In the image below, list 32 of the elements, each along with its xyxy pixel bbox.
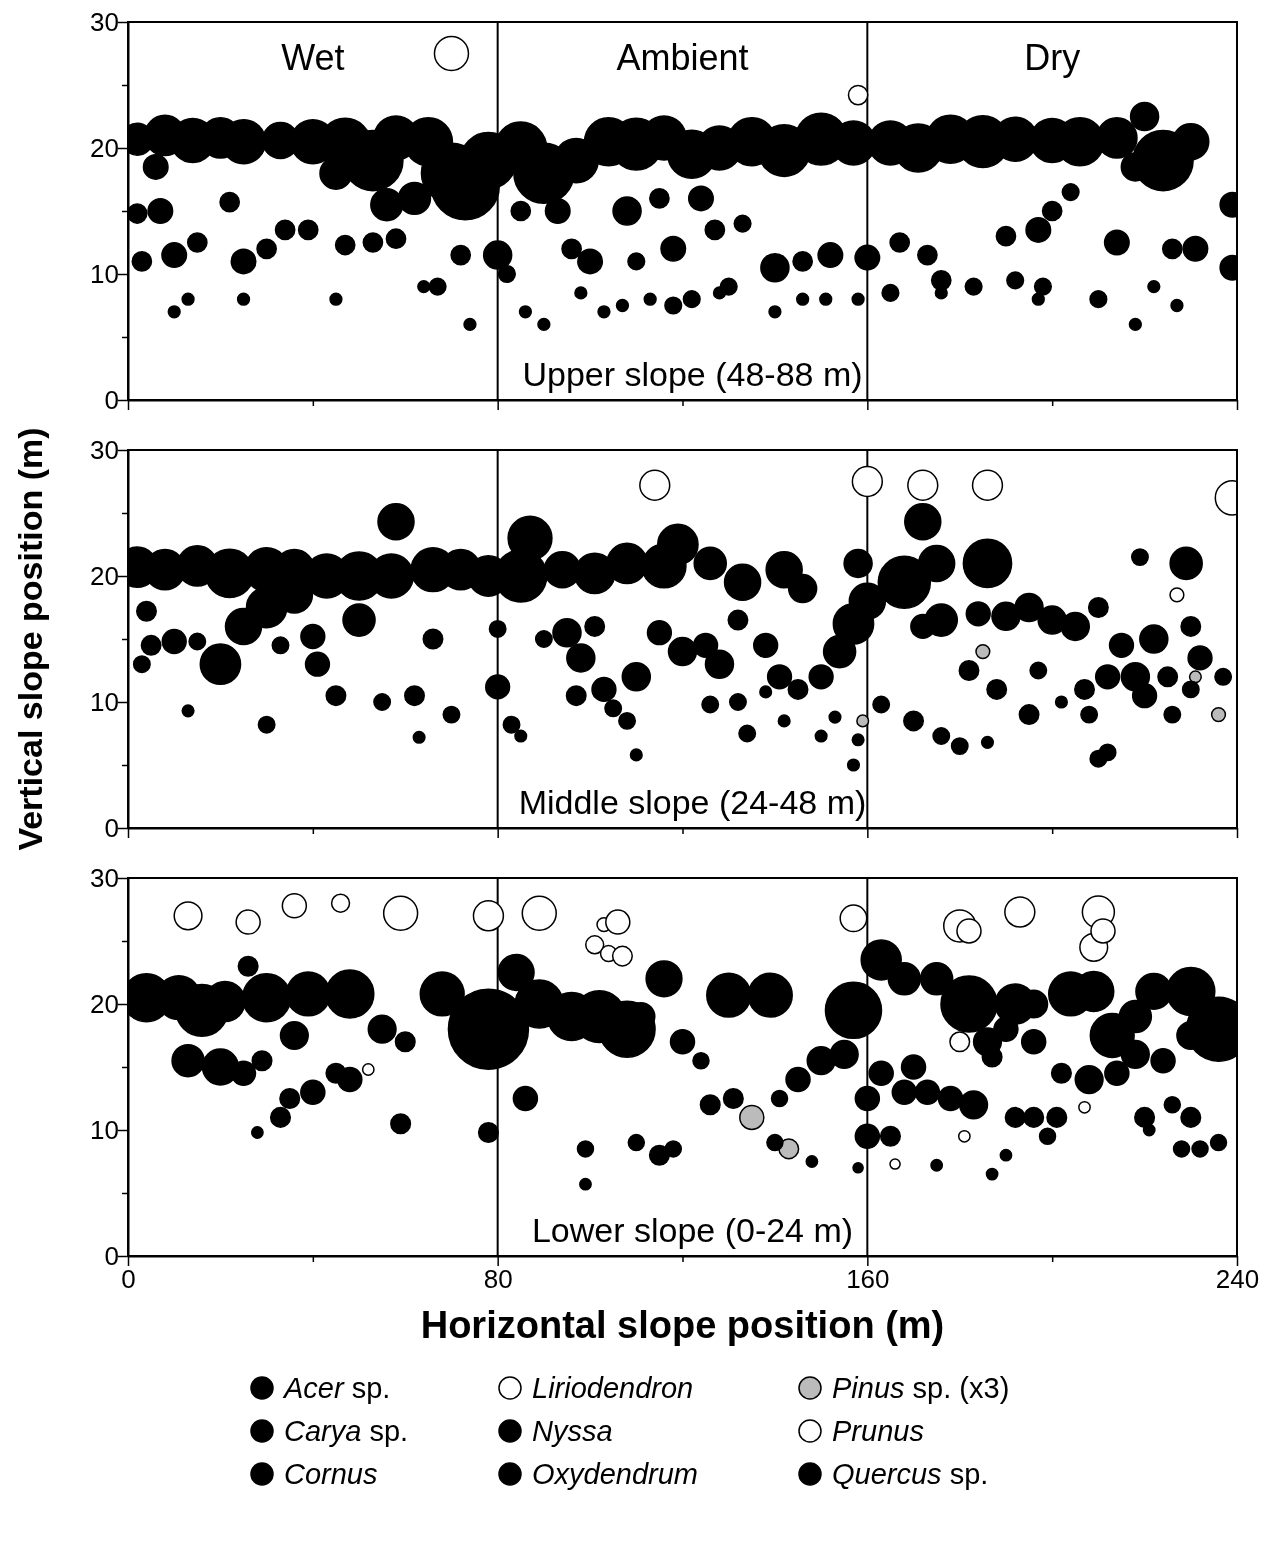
legend-label: Prunus	[832, 1415, 924, 1447]
legend-label: Cornus	[284, 1458, 378, 1490]
y-tick-label: 10	[90, 686, 119, 717]
y-axis-title: Vertical slope position (m)	[11, 427, 49, 851]
annotation: Lower slope (0-24 m)	[531, 1211, 854, 1249]
annotation: Wet	[281, 37, 345, 78]
y-tick-label: 0	[104, 812, 119, 843]
x-tick-label: 80	[483, 1264, 513, 1295]
legend-label: Pinus sp. (x3)	[832, 1372, 1010, 1404]
y-tick-label: 20	[90, 988, 119, 1019]
x-tick-label: 160	[846, 1264, 890, 1295]
y-tick-label: 10	[90, 1114, 119, 1145]
annotation: Ambient	[616, 37, 749, 78]
y-tick-label: 20	[90, 560, 119, 591]
legend-label: Quercus sp.	[832, 1458, 989, 1490]
legend-label: Nyssa	[532, 1415, 613, 1447]
x-tick-label: 240	[1215, 1264, 1260, 1295]
y-tick-label: 0	[104, 1240, 119, 1271]
annotation: Middle slope (24-48 m)	[518, 783, 867, 821]
annotation: Upper slope (48-88 m)	[522, 355, 863, 393]
legend-label: Oxydendrum	[532, 1458, 699, 1490]
annotation: Dry	[1024, 37, 1081, 78]
y-tick-label: 20	[90, 132, 119, 163]
legend-label: Acer sp.	[282, 1372, 391, 1404]
x-axis-title: Horizontal slope position (m)	[420, 1304, 945, 1346]
legend-label: Liriodendron	[532, 1372, 694, 1404]
y-tick-label: 30	[90, 6, 119, 37]
y-tick-label: 10	[90, 258, 119, 289]
y-tick-label: 0	[104, 384, 119, 415]
y-tick-label: 30	[90, 862, 119, 893]
y-tick-label: 30	[90, 434, 119, 465]
legend-label: Carya sp.	[284, 1415, 409, 1447]
